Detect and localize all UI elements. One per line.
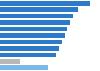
Bar [0, 40, 62, 44]
Bar [0, 14, 73, 18]
Bar [0, 7, 78, 12]
Bar [0, 46, 59, 51]
Bar [0, 1, 90, 6]
Bar [0, 53, 56, 57]
Bar [0, 65, 48, 70]
Bar [0, 33, 65, 38]
Bar [0, 59, 20, 64]
Bar [0, 20, 70, 25]
Bar [0, 27, 67, 31]
